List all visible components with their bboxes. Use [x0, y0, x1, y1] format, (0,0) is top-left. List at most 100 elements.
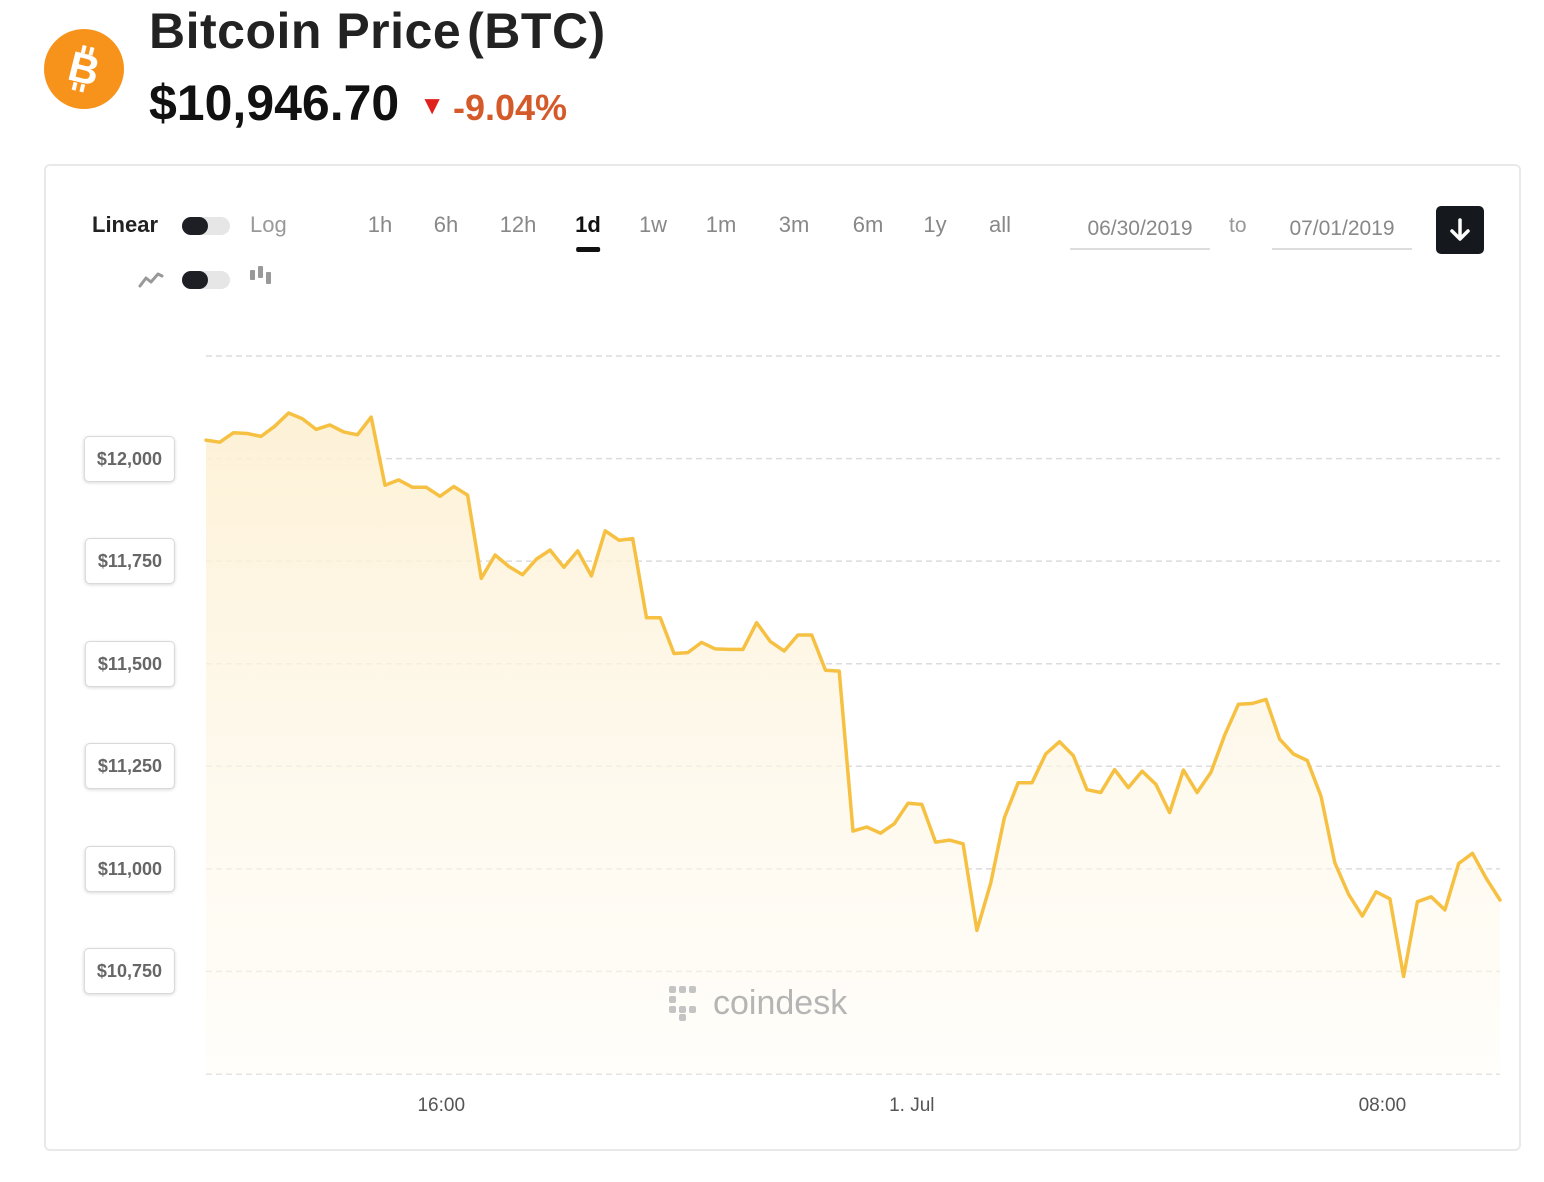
range-6h[interactable]: 6h [433, 212, 459, 237]
data-point [755, 621, 758, 624]
data-point [590, 574, 593, 577]
data-point [907, 802, 910, 805]
range-1m[interactable]: 1m [705, 212, 737, 237]
coindesk-logo-icon [669, 986, 696, 1021]
coin-symbol: (BTC) [467, 3, 606, 59]
y-tick-label: $11,000 [84, 845, 175, 892]
data-point [1292, 753, 1295, 756]
scale-log-label[interactable]: Log [250, 212, 287, 237]
data-point [356, 433, 359, 436]
data-point [810, 634, 813, 637]
range-12h[interactable]: 12h [499, 212, 537, 237]
data-point [741, 648, 744, 651]
data-point [301, 417, 304, 420]
data-point [1361, 915, 1364, 918]
data-point [1141, 770, 1144, 773]
data-point [576, 549, 579, 552]
data-point [452, 485, 455, 488]
data-point [535, 558, 538, 561]
data-point [1127, 786, 1130, 789]
data-point [1168, 811, 1171, 814]
chart-style-toggle[interactable] [182, 271, 230, 289]
data-point [480, 577, 483, 580]
data-point [397, 478, 400, 481]
y-tick-label: $11,250 [84, 743, 175, 790]
scale-linear-label[interactable]: Linear [92, 212, 159, 237]
y-tick-label: $11,500 [84, 640, 175, 687]
range-3m[interactable]: 3m [778, 212, 810, 237]
toggle-knob [182, 271, 208, 289]
x-tick-label: 1. Jul [889, 1095, 935, 1116]
range-1y[interactable]: 1y [923, 212, 947, 237]
data-point [232, 431, 235, 434]
data-point [273, 425, 276, 428]
data-point [1209, 771, 1212, 774]
data-point [1457, 862, 1460, 865]
range-1w[interactable]: 1w [638, 212, 668, 237]
data-point [783, 650, 786, 653]
data-point [975, 929, 978, 932]
candlestick-icon[interactable] [248, 264, 274, 288]
range-all[interactable]: all [988, 212, 1012, 237]
data-point [700, 641, 703, 644]
data-point [796, 634, 799, 637]
data-point [384, 484, 387, 487]
data-point [1113, 768, 1116, 771]
range-6m[interactable]: 6m [852, 212, 884, 237]
data-point [1388, 897, 1391, 900]
bitcoin-logo-icon: B [44, 29, 124, 109]
data-point [1086, 788, 1089, 791]
scale-toggle[interactable] [182, 217, 230, 235]
price-area [206, 413, 1500, 1074]
data-point [1375, 890, 1378, 893]
data-point [879, 832, 882, 835]
data-point [521, 573, 524, 576]
data-point [1251, 702, 1254, 705]
data-point [315, 428, 318, 431]
data-point [1471, 852, 1474, 855]
data-point [989, 882, 992, 885]
range-1d[interactable]: 1d [575, 212, 601, 237]
data-point [728, 648, 731, 651]
data-point [769, 640, 772, 643]
data-point [411, 486, 414, 489]
data-point [1237, 703, 1240, 706]
download-button[interactable] [1436, 206, 1484, 254]
data-point [1058, 740, 1061, 743]
data-point [934, 841, 937, 844]
line-chart-icon[interactable] [138, 270, 164, 290]
data-point [1182, 769, 1185, 772]
data-point [1499, 899, 1502, 902]
data-point [246, 432, 249, 435]
data-point [714, 647, 717, 650]
data-point [1402, 975, 1405, 978]
range-1h[interactable]: 1h [367, 212, 393, 237]
data-point [1044, 753, 1047, 756]
date-from-input[interactable] [1070, 210, 1210, 250]
data-point [1278, 738, 1281, 741]
data-point [920, 803, 923, 806]
coin-name: Bitcoin Price [149, 3, 462, 59]
data-point [1017, 781, 1020, 784]
data-point [686, 651, 689, 654]
data-point [838, 670, 841, 673]
watermark-text: coindesk [713, 984, 848, 1022]
data-point [604, 529, 607, 532]
data-point [425, 486, 428, 489]
data-point [1003, 816, 1006, 819]
data-point [1443, 908, 1446, 911]
data-point [260, 435, 263, 438]
data-point [852, 830, 855, 833]
data-point [1196, 791, 1199, 794]
page-title: Bitcoin Price (BTC) [149, 2, 606, 60]
data-point [205, 439, 208, 442]
data-point [1430, 895, 1433, 898]
data-point [287, 412, 290, 415]
x-tick-label: 16:00 [417, 1095, 466, 1116]
date-to-input[interactable] [1272, 210, 1412, 250]
data-point [494, 554, 497, 557]
data-point [562, 566, 565, 569]
x-tick-label: 08:00 [1358, 1095, 1407, 1116]
data-point [824, 669, 827, 672]
